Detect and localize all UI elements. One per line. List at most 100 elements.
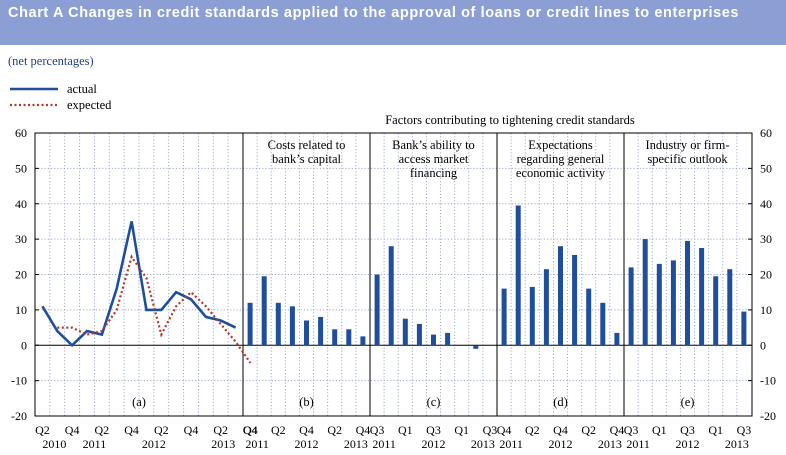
quarter-label-e: Q1 [652,423,667,437]
quarter-label-e: Q3 [680,423,695,437]
bar-c-3 [416,324,422,346]
bar-d-4 [558,246,563,346]
panel-title-d: Expectations regarding general economic ac… [516,138,606,180]
legend-label-actual: actual [67,82,97,96]
year-label-c: 2011 [372,437,396,451]
year-label-e: 2013 [725,437,749,451]
quarter-label-c: Q3 [370,423,385,437]
mark-layer [41,205,747,364]
bar-b-7 [346,329,352,346]
year-label-c: 2013 [471,437,495,451]
ytick-label-right: 40 [760,197,772,211]
year-label-d: 2012 [549,437,573,451]
ytick-label-left: 60 [15,126,27,140]
quarter-label-d: Q4 [497,423,512,437]
quarter-label-d: Q2 [581,423,596,437]
text-layer: Factors contributing to tightening credi… [11,113,776,451]
bar-b-2 [275,302,281,346]
frame-layer [34,132,753,417]
supertitle: Factors contributing to tightening credi… [385,113,635,127]
ytick-label-left: 30 [15,232,27,246]
bar-c-0 [374,274,380,346]
ytick-label-left: -10 [11,374,27,388]
ytick-label-right: 50 [760,161,772,175]
quarter-label-a: Q4 [184,423,199,437]
bar-e-0 [628,267,634,346]
panel-title-c: Bank’s ability to access market financing [392,138,475,180]
bar-e-8 [741,311,747,346]
bar-e-5 [699,248,705,346]
panel-label-d: (d) [553,395,568,409]
bar-b-3 [289,306,295,346]
quarter-label-a: Q2 [95,423,110,437]
bar-b-8 [360,336,366,346]
quarter-label-a: Q2 [35,423,50,437]
panel-label-a: (a) [132,395,146,409]
ytick-label-right: 30 [760,232,772,246]
panel-label-c: (c) [427,395,441,409]
bar-c-5 [445,332,451,346]
ytick-label-left: 20 [15,268,27,282]
quarter-label-b: Q4 [356,423,371,437]
bar-d-2 [529,286,535,346]
bar-b-0 [247,302,253,346]
quarter-label-d: Q2 [525,423,540,437]
quarter-label-e: Q3 [624,423,639,437]
bar-d-0 [501,288,507,346]
quarter-label-c: Q1 [398,423,413,437]
bar-c-1 [388,246,394,346]
panel-title-b: Costs related to bank’s capital [268,138,346,166]
series-line-actual [41,221,237,348]
ytick-label-left: 40 [15,197,27,211]
bar-b-5 [318,316,324,346]
panel-title-e: Industry or firm-specific outlook [645,138,729,166]
quarter-label-a: Q4 [243,423,258,437]
quarter-label-e: Q1 [708,423,723,437]
ytick-label-left: 10 [15,303,27,317]
quarter-label-a: Q4 [124,423,139,437]
bar-d-5 [572,255,578,346]
year-label-a: 2012 [142,437,166,451]
bar-e-6 [713,276,719,346]
bar-d-1 [515,205,521,346]
bar-d-3 [543,269,549,346]
ytick-label-right: -20 [760,409,776,423]
bar-d-8 [614,332,620,346]
quarter-label-b: Q2 [327,423,342,437]
bar-c-7 [473,345,479,349]
year-label-b: 2013 [344,437,368,451]
legend-label-expected: expected [67,98,112,112]
quarter-label-c: Q3 [483,423,498,437]
bar-e-1 [642,239,648,346]
legend: actual expected [10,82,112,112]
year-label-a: 2013 [211,437,235,451]
quarter-label-d: Q4 [610,423,625,437]
panel-label-e: (e) [681,395,695,409]
bar-c-4 [431,334,436,346]
bar-b-6 [332,329,338,346]
year-label-c: 2012 [422,437,446,451]
bar-c-2 [402,318,408,346]
quarter-label-c: Q1 [454,423,469,437]
year-label-e: 2011 [626,437,650,451]
year-label-e: 2012 [676,437,700,451]
ytick-label-right: 60 [760,126,772,140]
bar-e-4 [685,240,690,346]
bar-d-7 [600,302,606,346]
chart-title: Chart A Changes in credit standards appl… [8,5,740,21]
ytick-label-right: -10 [760,374,776,388]
quarter-label-e: Q3 [737,423,752,437]
title-bar [0,0,786,45]
ytick-label-left: -20 [11,409,27,423]
ytick-label-right: 10 [760,303,772,317]
chart-subtitle: (net percentages) [8,54,94,68]
quarter-label-d: Q4 [553,423,568,437]
year-label-b: 2012 [295,437,319,451]
quarter-label-a: Q2 [213,423,228,437]
year-label-a: 2010 [42,437,66,451]
bar-e-3 [670,260,676,346]
year-label-b: 2011 [245,437,269,451]
bar-e-7 [727,269,733,346]
quarter-label-b: Q2 [271,423,286,437]
